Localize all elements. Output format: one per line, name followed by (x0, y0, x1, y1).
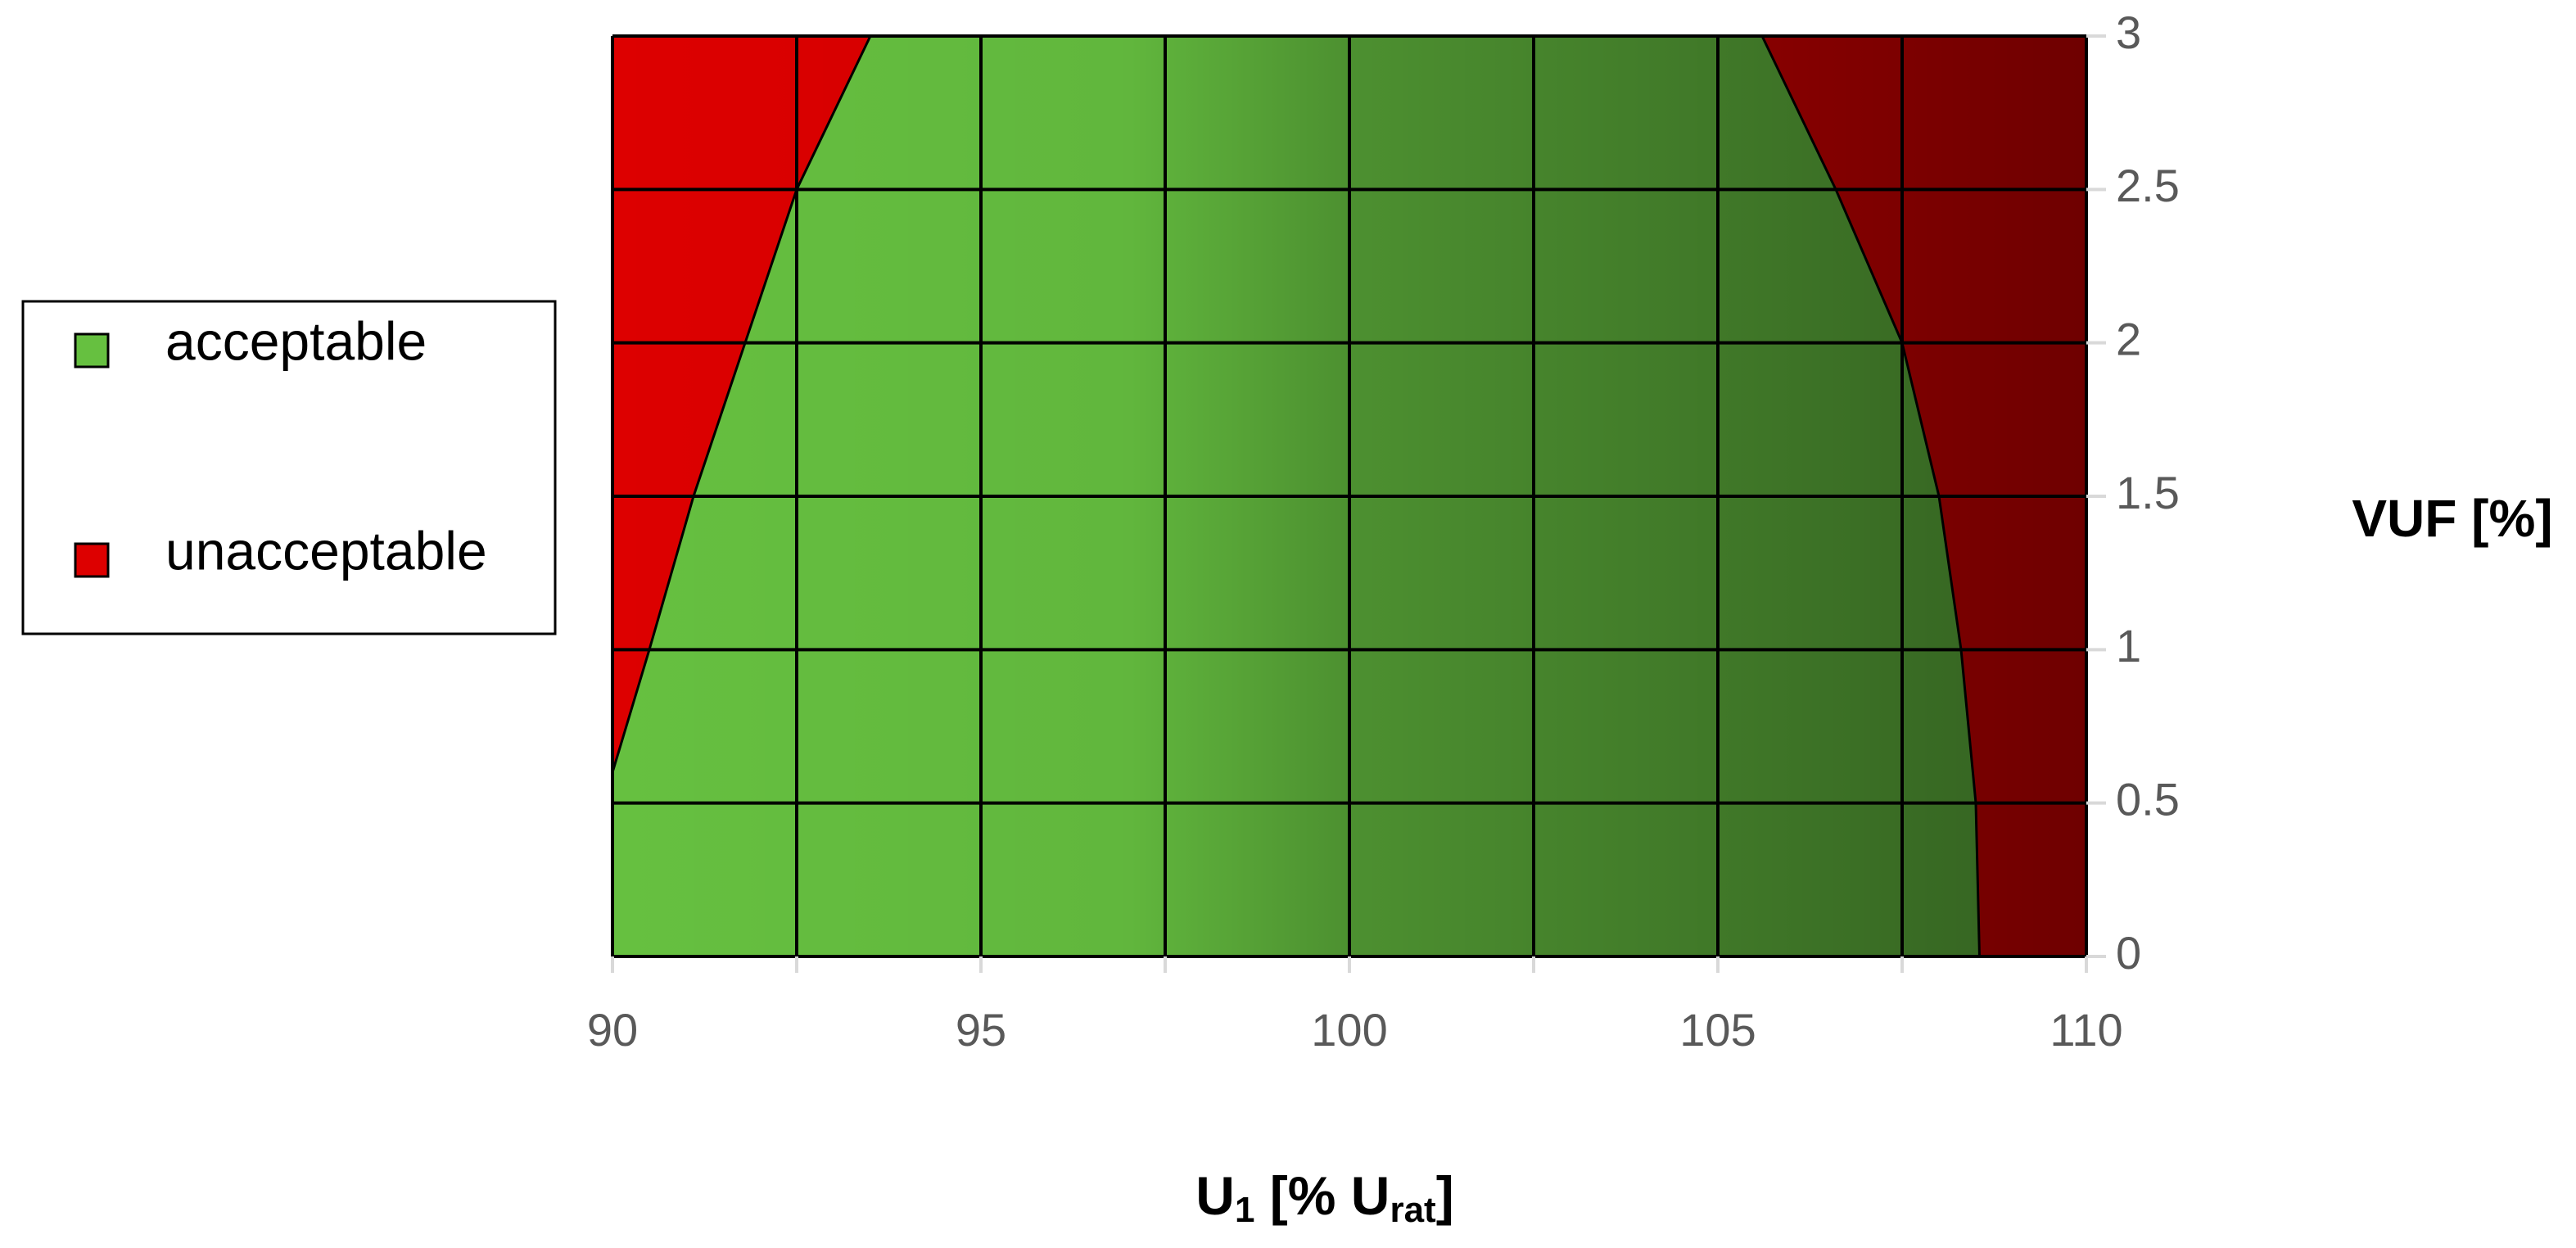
x-title-sub: 1 (1235, 1190, 1254, 1230)
plot-area (611, 34, 2088, 958)
x-tick-label: 90 (587, 1004, 638, 1056)
x-title-sub: rat (1390, 1190, 1436, 1230)
x-title-part: [% U (1254, 1165, 1390, 1226)
legend: acceptable unacceptable (74, 310, 487, 581)
x-tick-label: 105 (1679, 1004, 1756, 1056)
y-tick-label: 1 (2116, 620, 2141, 671)
legend-swatch (74, 542, 110, 578)
y-tick-label: 0 (2116, 927, 2141, 979)
x-axis-title: U1 [% Urat] (1195, 1165, 1453, 1229)
legend-box (21, 300, 557, 635)
x-title-part: ] (1436, 1165, 1454, 1226)
y-tick-label: 2 (2116, 313, 2141, 364)
y-axis-title: VUF [%] (2352, 489, 2552, 548)
boundary-line (1760, 35, 1981, 957)
y-tick-label: 3 (2116, 7, 2141, 58)
x-title-part: U (1195, 1165, 1235, 1226)
y-tick-label: 0.5 (2116, 773, 2180, 825)
legend-label: unacceptable (165, 520, 487, 581)
x-tick-label: 110 (2050, 1004, 2122, 1056)
legend-label: acceptable (165, 310, 427, 371)
y-tick-label: 1.5 (2116, 467, 2180, 518)
x-tick-label: 100 (1311, 1004, 1387, 1056)
x-tick-label: 95 (956, 1004, 1006, 1056)
legend-swatch (74, 332, 110, 369)
y-tick-label: 2.5 (2116, 160, 2180, 211)
boundary-line (611, 35, 872, 773)
